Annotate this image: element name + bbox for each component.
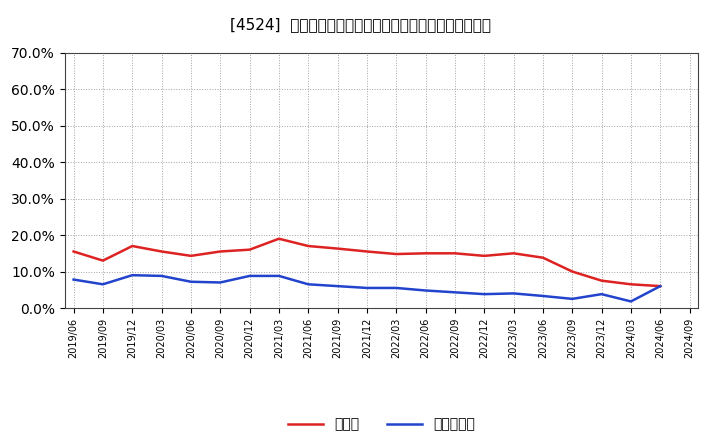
- 現預金: [69, 249, 78, 254]
- Line: 現預金: 現預金: [73, 239, 660, 286]
- 現預金: [509, 251, 518, 256]
- 現預金: [568, 269, 577, 274]
- 現預金: [539, 255, 547, 260]
- 有利子負債: [69, 277, 78, 282]
- 有利子負債: [333, 283, 342, 289]
- 現預金: [363, 249, 372, 254]
- 現預金: [128, 243, 137, 249]
- 有利子負債: [99, 282, 107, 287]
- 有利子負債: [480, 292, 489, 297]
- 有利子負債: [451, 290, 459, 295]
- 現預金: [186, 253, 195, 259]
- 有利子負債: [274, 273, 283, 279]
- 有利子負債: [539, 293, 547, 299]
- 現預金: [246, 247, 254, 252]
- 現預金: [333, 246, 342, 251]
- 有利子負債: [157, 273, 166, 279]
- 現預金: [626, 282, 635, 287]
- 有利子負債: [392, 285, 400, 290]
- 有利子負債: [509, 291, 518, 296]
- 有利子負債: [598, 292, 606, 297]
- 現預金: [656, 283, 665, 289]
- 有利子負債: [186, 279, 195, 284]
- 現預金: [304, 243, 312, 249]
- 有利子負債: [421, 288, 430, 293]
- 有利子負債: [304, 282, 312, 287]
- 現預金: [421, 251, 430, 256]
- 現預金: [274, 236, 283, 242]
- 有利子負債: [626, 299, 635, 304]
- Legend: 現預金, 有利子負債: 現預金, 有利子負債: [283, 412, 480, 437]
- 現預金: [451, 251, 459, 256]
- 現預金: [480, 253, 489, 259]
- 有利子負債: [128, 272, 137, 278]
- Line: 有利子負債: 有利子負債: [73, 275, 660, 301]
- 有利子負債: [216, 280, 225, 285]
- 有利子負債: [656, 283, 665, 289]
- 現預金: [392, 251, 400, 257]
- 現預金: [598, 278, 606, 283]
- 有利子負債: [568, 296, 577, 301]
- 現預金: [216, 249, 225, 254]
- Text: [4524]  現預金、有利子負債の総資産に対する比率の推移: [4524] 現預金、有利子負債の総資産に対する比率の推移: [230, 18, 490, 33]
- 現預金: [157, 249, 166, 254]
- 現預金: [99, 258, 107, 263]
- 有利子負債: [363, 285, 372, 290]
- 有利子負債: [246, 273, 254, 279]
